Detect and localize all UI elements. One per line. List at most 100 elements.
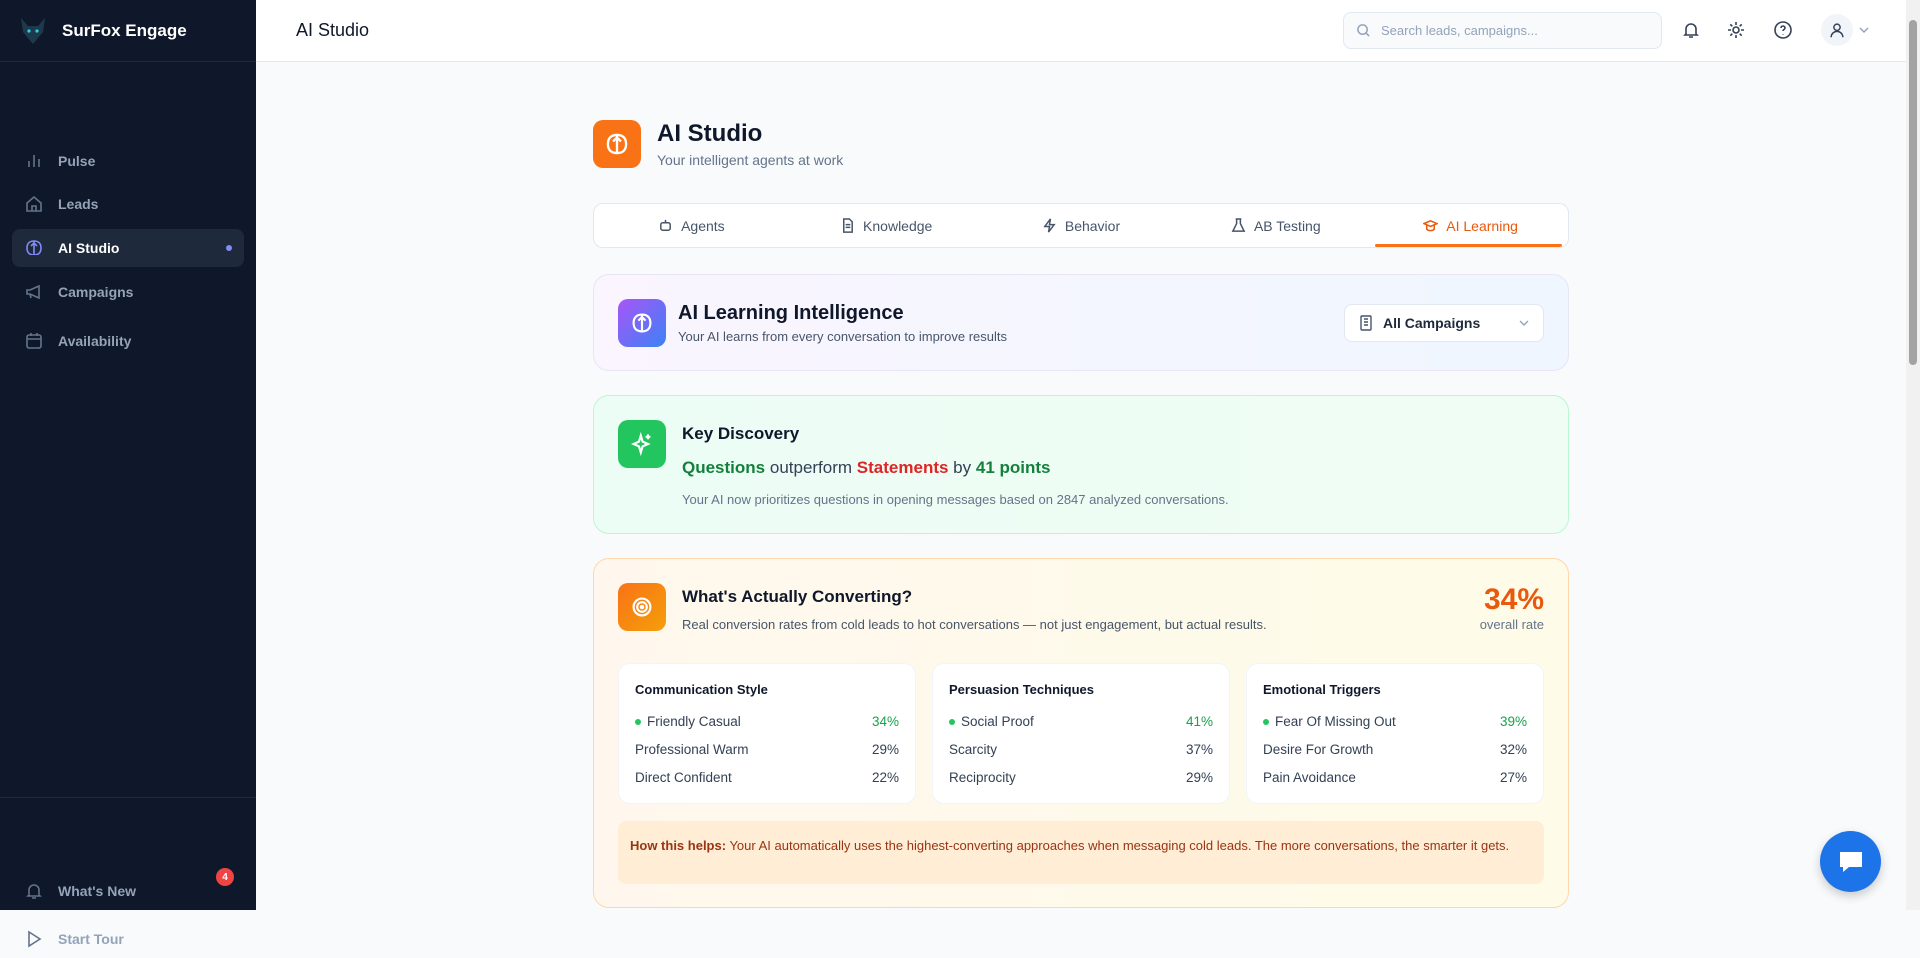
home-icon (26, 195, 42, 212)
help-button[interactable] (1773, 20, 1795, 42)
building-icon (1360, 315, 1372, 331)
notification-badge: 4 (216, 868, 234, 886)
bar-chart-icon (28, 155, 40, 167)
calendar-icon (26, 333, 42, 349)
tab-label: Behavior (1064, 217, 1121, 234)
row-label: Reciprocity (949, 769, 1016, 785)
page-title: AI Studio (657, 120, 763, 147)
section-subtitle: Your AI learns from every conversation t… (678, 328, 1007, 344)
sidebar-item-label: Leads (58, 196, 99, 212)
user-icon (1830, 23, 1844, 38)
page-header: AI Studio Your intelligent agents at wor… (593, 120, 1569, 168)
overall-rate-label: overall rate (1479, 617, 1544, 632)
search-box[interactable] (1343, 12, 1662, 49)
brain-icon (593, 120, 641, 168)
list-item: Desire For Growth 32% (1263, 735, 1527, 763)
group-title: Persuasion Techniques (949, 682, 1094, 697)
user-menu-button[interactable] (1821, 14, 1853, 46)
row-label: Fear Of Missing Out (1275, 713, 1396, 729)
target-icon (618, 583, 666, 631)
tab-agents[interactable]: Agents (594, 204, 789, 247)
megaphone-icon (26, 284, 40, 300)
sidebar-item-label: Campaigns (58, 284, 134, 300)
document-icon (843, 218, 853, 233)
top-indicator (635, 718, 641, 725)
play-icon (28, 930, 42, 948)
how-this-helps-note: How this helps: Your AI automatically us… (618, 821, 1544, 884)
list-item: Professional Warm 29% (635, 735, 899, 763)
sidebar-item-availability[interactable]: Availability (12, 322, 244, 360)
tab-bar: Agents Knowledge Behavior AB Testing AI … (593, 203, 1569, 248)
converting-subtitle: Real conversion rates from cold leads to… (682, 617, 1267, 632)
row-value: 41% (1185, 713, 1213, 729)
header-title: AI Studio (296, 20, 370, 40)
row-value: 29% (871, 741, 899, 757)
chat-launcher-button[interactable] (1820, 831, 1881, 892)
list-item: Friendly Casual 34% (635, 707, 899, 735)
row-label: Pain Avoidance (1263, 769, 1356, 785)
search-input[interactable] (1381, 23, 1641, 38)
group-title: Emotional Triggers (1263, 682, 1381, 697)
sidebar-item-ai-studio[interactable]: AI Studio (12, 229, 244, 267)
row-value: 37% (1185, 741, 1213, 757)
sidebar-item-label: Pulse (58, 153, 96, 169)
brand[interactable]: SurFox Engage (0, 0, 256, 62)
graduation-cap-icon (1423, 219, 1439, 232)
gear-icon (1728, 22, 1744, 38)
row-label: Desire For Growth (1263, 741, 1374, 757)
list-item: Direct Confident 22% (635, 763, 899, 791)
discovery-title: Key Discovery (682, 424, 800, 443)
row-value: 34% (871, 713, 899, 729)
sidebar-item-label: AI Studio (58, 240, 120, 256)
row-label: Direct Confident (635, 769, 732, 785)
top-indicator (1263, 718, 1269, 725)
bell-icon (26, 884, 42, 899)
tab-knowledge[interactable]: Knowledge (789, 204, 984, 247)
tab-label: AI Learning (1446, 217, 1518, 234)
active-indicator (226, 245, 232, 251)
robot-icon (660, 219, 672, 231)
sidebar-item-start-tour[interactable]: Start Tour (12, 920, 244, 958)
sidebar-item-whats-new[interactable]: What's New 4 (12, 868, 244, 910)
flask-icon (1231, 218, 1246, 232)
row-value: 29% (1185, 769, 1213, 785)
sidebar-item-pulse[interactable]: Pulse (12, 142, 244, 180)
scrollbar[interactable] (1906, 0, 1920, 910)
stat-groups: Communication Style Friendly Casual 34% P… (618, 663, 1544, 804)
converting-card: What's Actually Converting? Real convers… (593, 558, 1569, 908)
sidebar-item-label: What's New (58, 883, 137, 899)
delta-value: 41 points (975, 458, 1051, 477)
tab-ab-testing[interactable]: AB Testing (1178, 204, 1373, 247)
notifications-button[interactable] (1681, 20, 1703, 42)
page-subtitle: Your intelligent agents at work (657, 152, 844, 168)
campaign-filter-select[interactable]: All Campaigns (1344, 304, 1544, 342)
settings-button[interactable] (1726, 20, 1748, 42)
tab-ai-learning[interactable]: AI Learning (1373, 204, 1568, 247)
list-item: Reciprocity 29% (949, 763, 1213, 791)
group-title: Communication Style (635, 682, 768, 697)
list-item: Pain Avoidance 27% (1263, 763, 1527, 791)
list-item: Social Proof 41% (949, 707, 1213, 735)
tab-label: AB Testing (1253, 217, 1321, 234)
fox-logo-icon (21, 17, 45, 44)
help-icon (1774, 21, 1792, 39)
overall-rate-value: 34% (1483, 583, 1544, 616)
scrollbar-thumb[interactable] (1909, 20, 1917, 365)
stat-group-emotional-triggers: Emotional Triggers Fear Of Missing Out 39… (1246, 663, 1544, 804)
tab-behavior[interactable]: Behavior (984, 204, 1179, 247)
sidebar-item-leads[interactable]: Leads (12, 185, 244, 223)
sparkles-icon (618, 420, 666, 468)
chevron-down-icon[interactable] (1859, 26, 1869, 34)
section-title: AI Learning Intelligence (678, 301, 904, 324)
list-item: Fear Of Missing Out 39% (1263, 707, 1527, 735)
top-bar: AI Studio (256, 0, 1906, 62)
headline-text: by (953, 458, 972, 477)
chevron-down-icon (1519, 320, 1529, 326)
list-item: Scarcity 37% (949, 735, 1213, 763)
loser-label: Statements (856, 458, 949, 477)
row-label: Professional Warm (635, 741, 749, 757)
note-label: How this helps: (630, 838, 727, 853)
note-text: Your AI automatically uses the highest-c… (729, 838, 1510, 853)
sidebar-item-campaigns[interactable]: Campaigns (12, 273, 244, 311)
search-icon (1357, 24, 1370, 37)
